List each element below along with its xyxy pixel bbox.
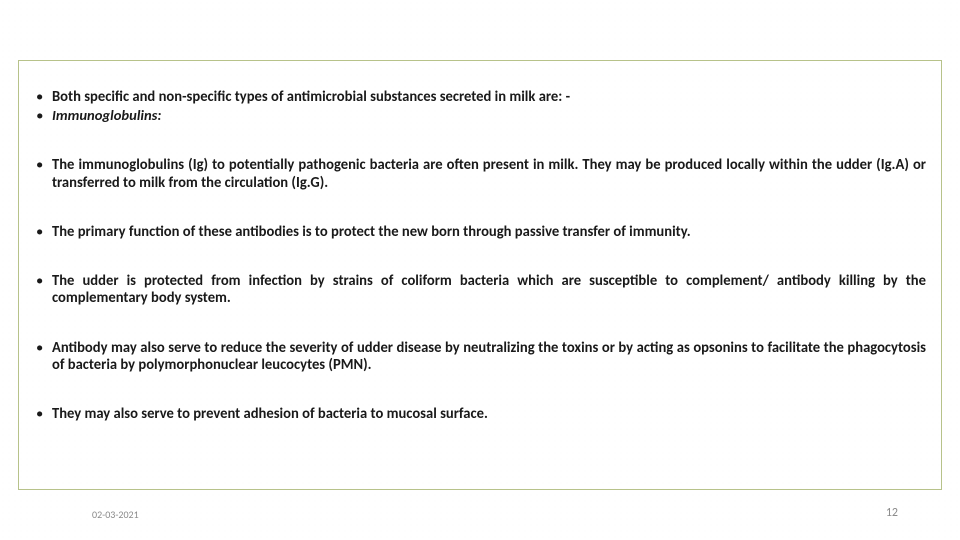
- bullet-item: The primary function of these antibodies…: [34, 223, 926, 240]
- bullet-list: Both specific and non-specific types of …: [34, 88, 926, 422]
- bullet-item: Antibody may also serve to reduce the se…: [34, 339, 926, 373]
- bullet-item: Both specific and non-specific types of …: [34, 88, 926, 105]
- bullet-item: Immunoglobulins:: [34, 107, 926, 124]
- footer-page-number: 12: [886, 506, 898, 520]
- bullet-item: The udder is protected from infection by…: [34, 272, 926, 306]
- content-area: Both specific and non-specific types of …: [34, 88, 926, 470]
- bullet-item: The immunoglobulins (Ig) to potentially …: [34, 156, 926, 190]
- footer-date: 02-03-2021: [92, 508, 139, 521]
- bullet-item: They may also serve to prevent adhesion …: [34, 405, 926, 422]
